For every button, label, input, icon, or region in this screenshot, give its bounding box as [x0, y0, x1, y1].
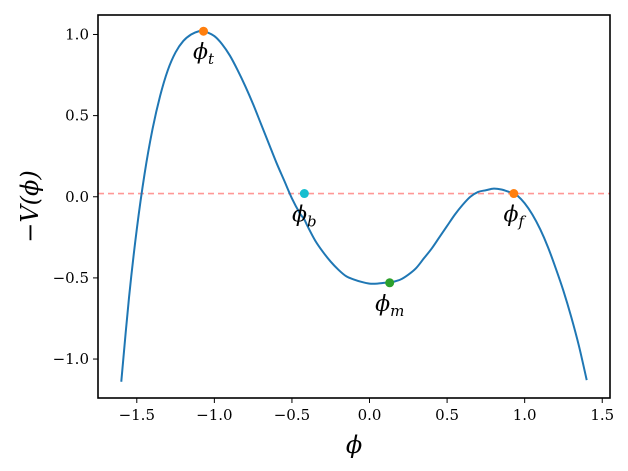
point-f: [509, 189, 519, 199]
plot-layer: ϕt ϕb ϕm ϕf: [98, 26, 610, 382]
point-m: [385, 278, 395, 288]
point-label-t: ϕt: [193, 40, 215, 68]
ticks-layer: −1.5 −1.0 −0.5 0.0 0.5 1.0 1.5 −1.0 −0.5 0.0 0.5 1.…: [53, 25, 615, 424]
point-t: [199, 26, 209, 36]
plot-frame: [97, 14, 611, 399]
point-label-m: ϕm: [375, 292, 404, 320]
x-tick-label: 0.5: [435, 406, 459, 424]
x-tick-label: −0.5: [274, 406, 310, 424]
point-b: [299, 189, 309, 199]
point-label-b: ϕb: [292, 203, 317, 231]
point-label-f: ϕf: [504, 203, 527, 231]
x-tick-label: 1.0: [513, 406, 537, 424]
y-tick-label: −0.5: [53, 269, 89, 287]
x-tick-label: −1.0: [196, 406, 232, 424]
y-tick-label: 0.0: [65, 188, 89, 206]
y-axis-label: −V(ϕ): [16, 170, 44, 243]
y-tick-label: 1.0: [65, 25, 89, 43]
y-tick-label: 0.5: [65, 107, 89, 125]
x-tick-label: 0.0: [358, 406, 382, 424]
x-tick-label: 1.5: [590, 406, 614, 424]
x-axis-label: ϕ: [346, 431, 362, 459]
y-tick-label: −1.0: [53, 350, 89, 368]
x-tick-label: −1.5: [119, 406, 155, 424]
